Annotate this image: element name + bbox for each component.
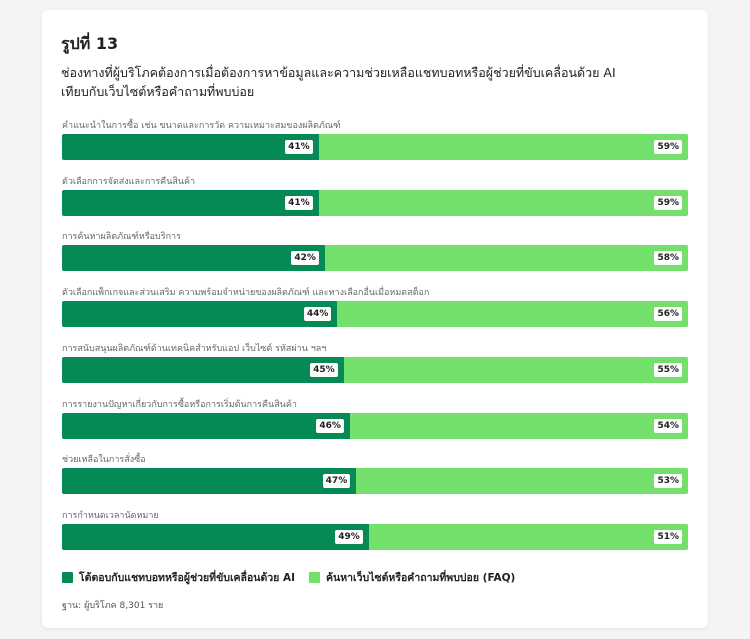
category-label: ตัวเลือกแพ็กเกจและส่วนเสริม ความพร้อมจำห… [62, 288, 430, 299]
bar-segment-ai: 47% [62, 468, 357, 495]
category-label: การสนับสนุนผลิตภัณฑ์ด้านเทคนิคสำหรับแอป … [62, 343, 327, 354]
bar-segment-faq: 51% [368, 523, 688, 550]
data-label-faq: 51% [654, 529, 682, 544]
stacked-bar: 42% 58% [62, 245, 688, 272]
bar-segment-faq: 53% [356, 468, 688, 495]
data-label-ai: 44% [303, 307, 332, 322]
bar-segment-faq: 59% [318, 189, 688, 216]
bar-row: ตัวเลือกแพ็กเกจและส่วนเสริม ความพร้อมจำห… [62, 285, 688, 329]
data-label-ai: 49% [335, 529, 363, 544]
bar-row: คำแนะนำในการซื้อ เช่น ขนาดและการวัด ความ… [62, 118, 688, 162]
data-label-ai: 47% [322, 474, 351, 489]
stacked-bar: 46% 54% [62, 412, 688, 439]
data-label-ai: 46% [316, 418, 344, 433]
category-label: คำแนะนำในการซื้อ เช่น ขนาดและการวัด ความ… [62, 121, 341, 131]
legend-swatch-faq [309, 572, 321, 583]
data-label-faq: 53% [654, 474, 682, 489]
data-label-faq: 59% [654, 140, 682, 154]
bar-segment-ai: 46% [62, 412, 350, 439]
legend: โต้ตอบกับแชทบอทหรือผู้ช่วยที่ขับเคลื่อนด… [62, 569, 529, 586]
bar-segment-ai: 49% [62, 523, 369, 550]
bar-segment-ai: 42% [62, 245, 325, 272]
data-label-faq: 56% [654, 307, 682, 322]
stacked-bar: 44% 56% [62, 301, 688, 328]
base-note: ฐาน: ผู้บริโภค 8,301 ราย [62, 601, 164, 611]
data-label-ai: 42% [291, 251, 319, 266]
category-label: การรายงานปัญหาเกี่ยวกับการซื้อหรือการเริ… [62, 399, 297, 410]
bar-segment-ai: 41% [62, 189, 319, 216]
category-label: ช่วยเหลือในการสั่งซื้อ [62, 455, 146, 466]
category-label: การค้นหาผลิตภัณฑ์หรือบริการ [62, 232, 181, 243]
data-label-ai: 45% [310, 362, 338, 377]
data-label-ai: 41% [285, 195, 313, 210]
stacked-bar: 41% 59% [62, 134, 688, 160]
bar-segment-faq: 59% [318, 134, 688, 160]
figure-label: รูปที่ 13 [61, 34, 119, 53]
legend-label-faq: ค้นหาเว็บไซต์หรือคำถามที่พบบ่อย (FAQ) [326, 572, 516, 584]
bar-row: การรายงานปัญหาเกี่ยวกับการซื้อหรือการเริ… [62, 397, 688, 441]
stacked-bar: 49% 51% [62, 523, 688, 550]
bar-segment-ai: 44% [62, 301, 338, 328]
bar-segment-faq: 55% [343, 356, 688, 383]
chart-subtitle: ช่องทางที่ผู้บริโภคต้องการเมื่อต้องการหา… [61, 65, 616, 99]
chart-card: รูปที่ 13 ช่องทางที่ผู้บริโภคต้องการเมื่… [42, 10, 708, 628]
bar-row: การค้นหาผลิตภัณฑ์หรือบริการ 42% 58% [62, 229, 688, 273]
legend-item-ai: โต้ตอบกับแชทบอทหรือผู้ช่วยที่ขับเคลื่อนด… [62, 569, 295, 586]
bar-row: ตัวเลือกการจัดส่งและการคืนสินค้า 41% 59% [62, 174, 688, 218]
data-label-faq: 59% [654, 195, 682, 210]
data-label-faq: 55% [654, 362, 682, 377]
bar-row: การกำหนดเวลานัดหมาย 49% 51% [62, 508, 688, 552]
data-label-faq: 58% [654, 251, 682, 266]
bar-row: การสนับสนุนผลิตภัณฑ์ด้านเทคนิคสำหรับแอป … [62, 341, 688, 385]
bar-segment-ai: 41% [62, 134, 319, 160]
legend-swatch-ai [62, 572, 73, 583]
bar-segment-faq: 54% [349, 412, 688, 439]
category-label: การกำหนดเวลานัดหมาย [62, 510, 159, 521]
legend-item-faq: ค้นหาเว็บไซต์หรือคำถามที่พบบ่อย (FAQ) [309, 569, 515, 586]
stacked-bar: 45% 55% [62, 356, 688, 383]
data-label-faq: 54% [654, 418, 682, 433]
bar-segment-faq: 56% [337, 301, 688, 328]
legend-label-ai: โต้ตอบกับแชทบอทหรือผู้ช่วยที่ขับเคลื่อนด… [79, 572, 296, 584]
stacked-bar: 41% 59% [62, 189, 688, 216]
bar-row: ช่วยเหลือในการสั่งซื้อ 47% 53% [62, 452, 688, 496]
stacked-bar: 47% 53% [62, 468, 688, 495]
category-label: ตัวเลือกการจัดส่งและการคืนสินค้า [62, 176, 196, 187]
bar-segment-faq: 58% [324, 245, 688, 272]
data-label-ai: 41% [285, 140, 313, 154]
bar-segment-ai: 45% [62, 356, 344, 383]
